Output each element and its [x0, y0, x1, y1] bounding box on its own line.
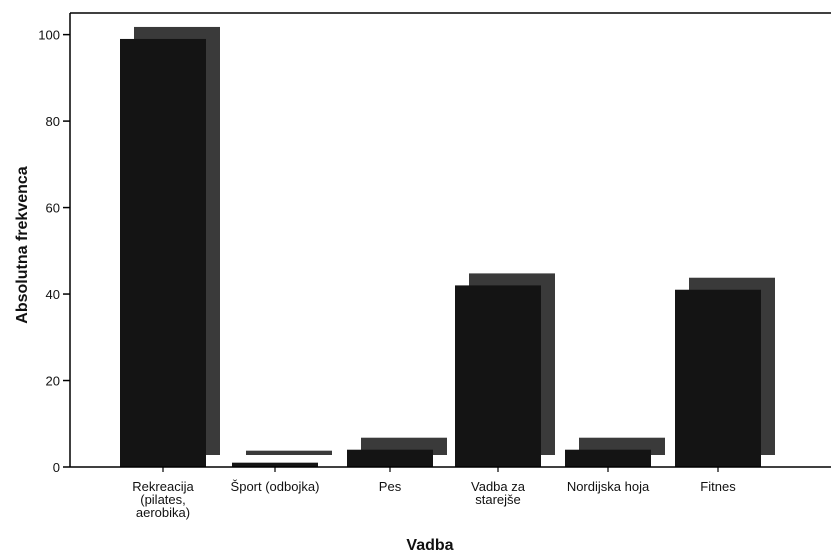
bar — [232, 462, 318, 467]
bar — [347, 449, 433, 467]
bar — [120, 38, 206, 467]
bars-layer — [120, 26, 775, 467]
x-category-label: Fitnes — [700, 479, 736, 494]
axes-layer — [69, 12, 831, 468]
y-tick-label: 40 — [46, 287, 60, 302]
x-axis-title: Vadba — [406, 537, 453, 554]
x-category-label: Šport (odbojka) — [231, 479, 320, 494]
bar — [675, 289, 761, 467]
bar — [455, 285, 541, 467]
bar — [565, 449, 651, 467]
y-tick-label: 0 — [53, 460, 60, 475]
x-category-label: Vadba za starejše — [471, 479, 526, 507]
y-tick-label: 100 — [38, 28, 60, 43]
y-tick-label: 80 — [46, 114, 60, 129]
x-category-labels: Rekreacija (pilates, aerobika) Šport (odboj… — [132, 467, 736, 520]
x-category-label: Rekreacija (pilates, aerobika) — [132, 479, 194, 520]
y-tick-label: 60 — [46, 201, 60, 216]
x-category-label: Pes — [379, 479, 402, 494]
bar-shadow — [246, 450, 332, 455]
x-category-label: Nordijska hoja — [567, 479, 650, 494]
y-tick-label: 20 — [46, 374, 60, 389]
y-ticks: 0 20 40 60 80 100 — [38, 28, 70, 475]
y-axis-title: Absolutna frekvenca — [14, 166, 31, 323]
